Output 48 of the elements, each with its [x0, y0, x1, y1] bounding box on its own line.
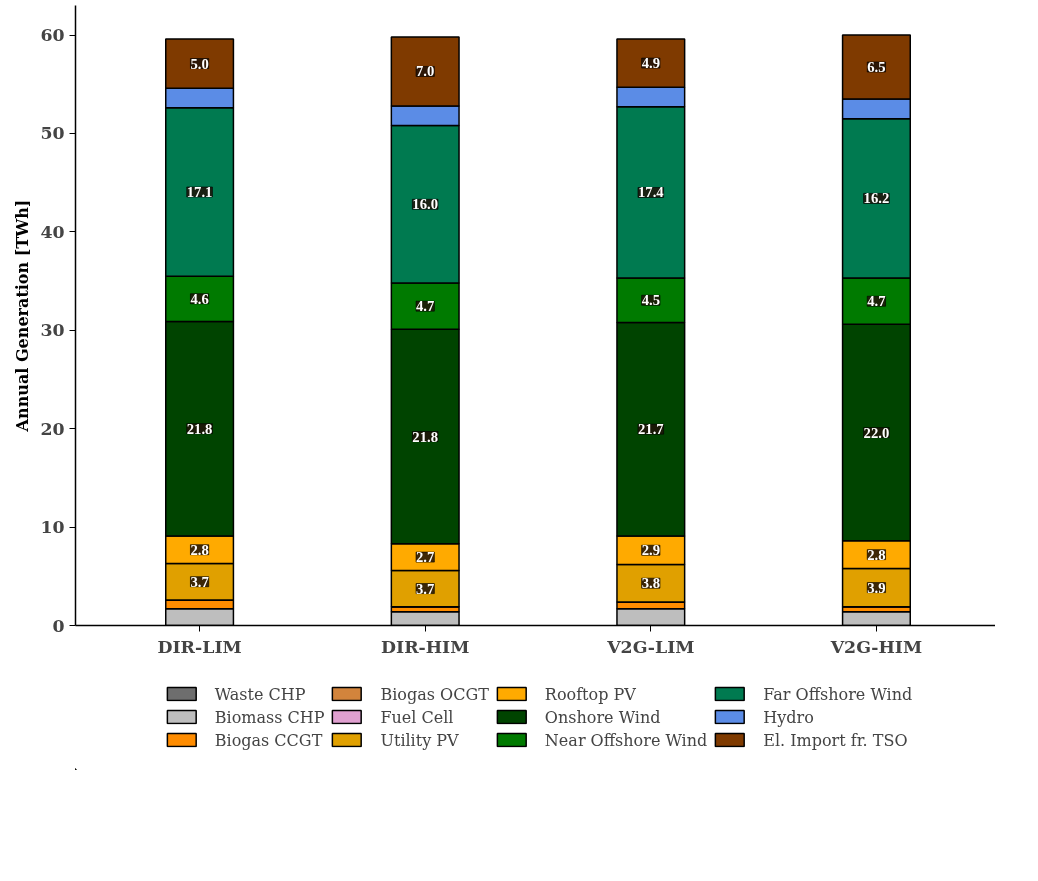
data-label: 2.8: [190, 541, 209, 558]
data-label: 2.8: [867, 546, 886, 563]
legend-label: Utility PV: [380, 730, 459, 749]
legend-label: Biogas OCGT: [380, 684, 489, 703]
data-label: 17.4: [637, 184, 665, 201]
data-label: 3.7: [416, 580, 435, 597]
data-label: 4.9: [641, 55, 660, 72]
y-tick-label: 10: [40, 517, 65, 538]
legend-label: El. Import fr. TSO: [763, 730, 908, 749]
data-label: 3.7: [190, 573, 209, 590]
data-label: 16.0: [412, 196, 439, 213]
x-tick-label: V2G-LIM: [606, 636, 695, 657]
legend-label: Fuel Cell: [380, 707, 454, 726]
data-label: 21.8: [186, 420, 213, 437]
y-tick-label: 30: [40, 320, 65, 341]
data-label: 21.8: [412, 428, 439, 445]
data-label: 22.0: [863, 424, 890, 441]
data-label: 16.2: [863, 190, 890, 207]
data-label: 4.5: [641, 292, 660, 309]
data-label: 4.7: [416, 298, 435, 315]
data-label: 5.0: [190, 55, 209, 72]
data-label: 2.9: [641, 542, 660, 559]
legend-label: Biomass CHP: [214, 707, 325, 726]
legend-label: Waste CHP: [214, 684, 306, 703]
y-axis-title: Annual Generation [TWh]: [13, 199, 33, 433]
y-tick-label: 40: [40, 221, 65, 242]
data-label: 7.0: [416, 63, 435, 80]
legend-label: Near Offshore Wind: [544, 730, 708, 749]
y-tick-label: 0: [52, 615, 65, 636]
y-tick-label: 20: [40, 418, 65, 439]
data-label: 3.8: [641, 575, 660, 592]
data-label: 4.6: [190, 290, 209, 307]
data-label: 3.9: [867, 579, 886, 596]
data-label: 17.1: [186, 183, 213, 200]
data-label: 6.5: [867, 59, 886, 76]
legend-label: Hydro: [763, 707, 814, 726]
data-label: 4.7: [867, 293, 886, 310]
legend-label: Rooftop PV: [544, 684, 636, 703]
data-label: 2.7: [416, 549, 435, 566]
data-label: 21.7: [637, 421, 664, 438]
legend-label: Biogas CCGT: [214, 730, 323, 749]
x-tick-label: DIR-HIM: [381, 636, 470, 657]
x-tick-label: V2G-HIM: [829, 636, 923, 657]
y-tick-label: 50: [40, 123, 65, 144]
legend-label: Far Offshore Wind: [763, 684, 913, 703]
y-tick-label: 60: [40, 25, 65, 46]
legend-label: Onshore Wind: [544, 707, 661, 726]
x-tick-label: DIR-LIM: [157, 636, 242, 657]
